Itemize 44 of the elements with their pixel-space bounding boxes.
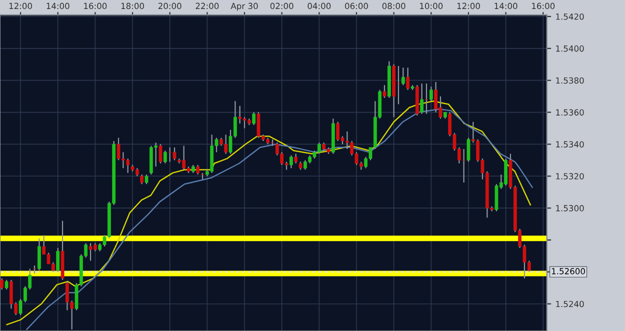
- candlestick: [158, 144, 162, 164]
- candlestick: [424, 82, 428, 114]
- ref-line-label: 1.52600: [552, 268, 585, 274]
- x-tick-label: 06:00: [345, 2, 368, 10]
- candlestick: [466, 137, 470, 162]
- y-tick-label: 1.5240: [556, 300, 584, 308]
- candlestick: [0, 278, 4, 290]
- x-tick-label: 08:00: [382, 2, 406, 10]
- candlestick: [382, 84, 386, 98]
- x-tick-label: 20:00: [158, 2, 182, 10]
- y-tick-label: 1.5320: [556, 173, 584, 180]
- candlestick: [289, 154, 293, 169]
- candlestick: [37, 238, 41, 271]
- x-tick-label: 14:00: [46, 2, 70, 10]
- candlestick: [140, 174, 144, 185]
- candlestick: [163, 150, 167, 164]
- x-tick-label: 16:00: [532, 2, 555, 10]
- y-tick-label: 1.5420: [556, 13, 584, 20]
- x-tick-label: 02:00: [270, 2, 294, 10]
- candlestick: [4, 279, 8, 290]
- x-tick-label: 18:00: [121, 2, 144, 10]
- y-tick-label: 1.5360: [556, 109, 584, 116]
- y-tick-label: 1.5340: [556, 141, 584, 148]
- candlestick: [172, 146, 176, 161]
- x-tick-label: 04:00: [308, 2, 331, 10]
- x-tick-label: 16:00: [84, 2, 107, 10]
- x-tick-label: 10:00: [420, 2, 443, 10]
- y-tick-label: 1.5380: [556, 77, 584, 84]
- candlestick: [56, 247, 60, 272]
- y-tick-label: 1.5300: [556, 205, 584, 212]
- y-tick-label: 1.5400: [556, 45, 584, 52]
- x-tick-label: 14:00: [494, 2, 518, 10]
- candlestick: [196, 164, 200, 176]
- candlestick: [420, 82, 424, 114]
- x-tick-label: 12:00: [9, 2, 32, 10]
- x-tick-label: 12:00: [457, 2, 480, 10]
- candlestick: [252, 112, 256, 126]
- x-tick-label: Apr 30: [230, 2, 258, 11]
- candlestick: [294, 153, 298, 164]
- candlestick: [144, 174, 148, 185]
- x-tick-label: 22:00: [196, 2, 219, 10]
- candlestick: [429, 86, 433, 102]
- candlestick: [401, 67, 405, 86]
- candlestick: [406, 67, 410, 90]
